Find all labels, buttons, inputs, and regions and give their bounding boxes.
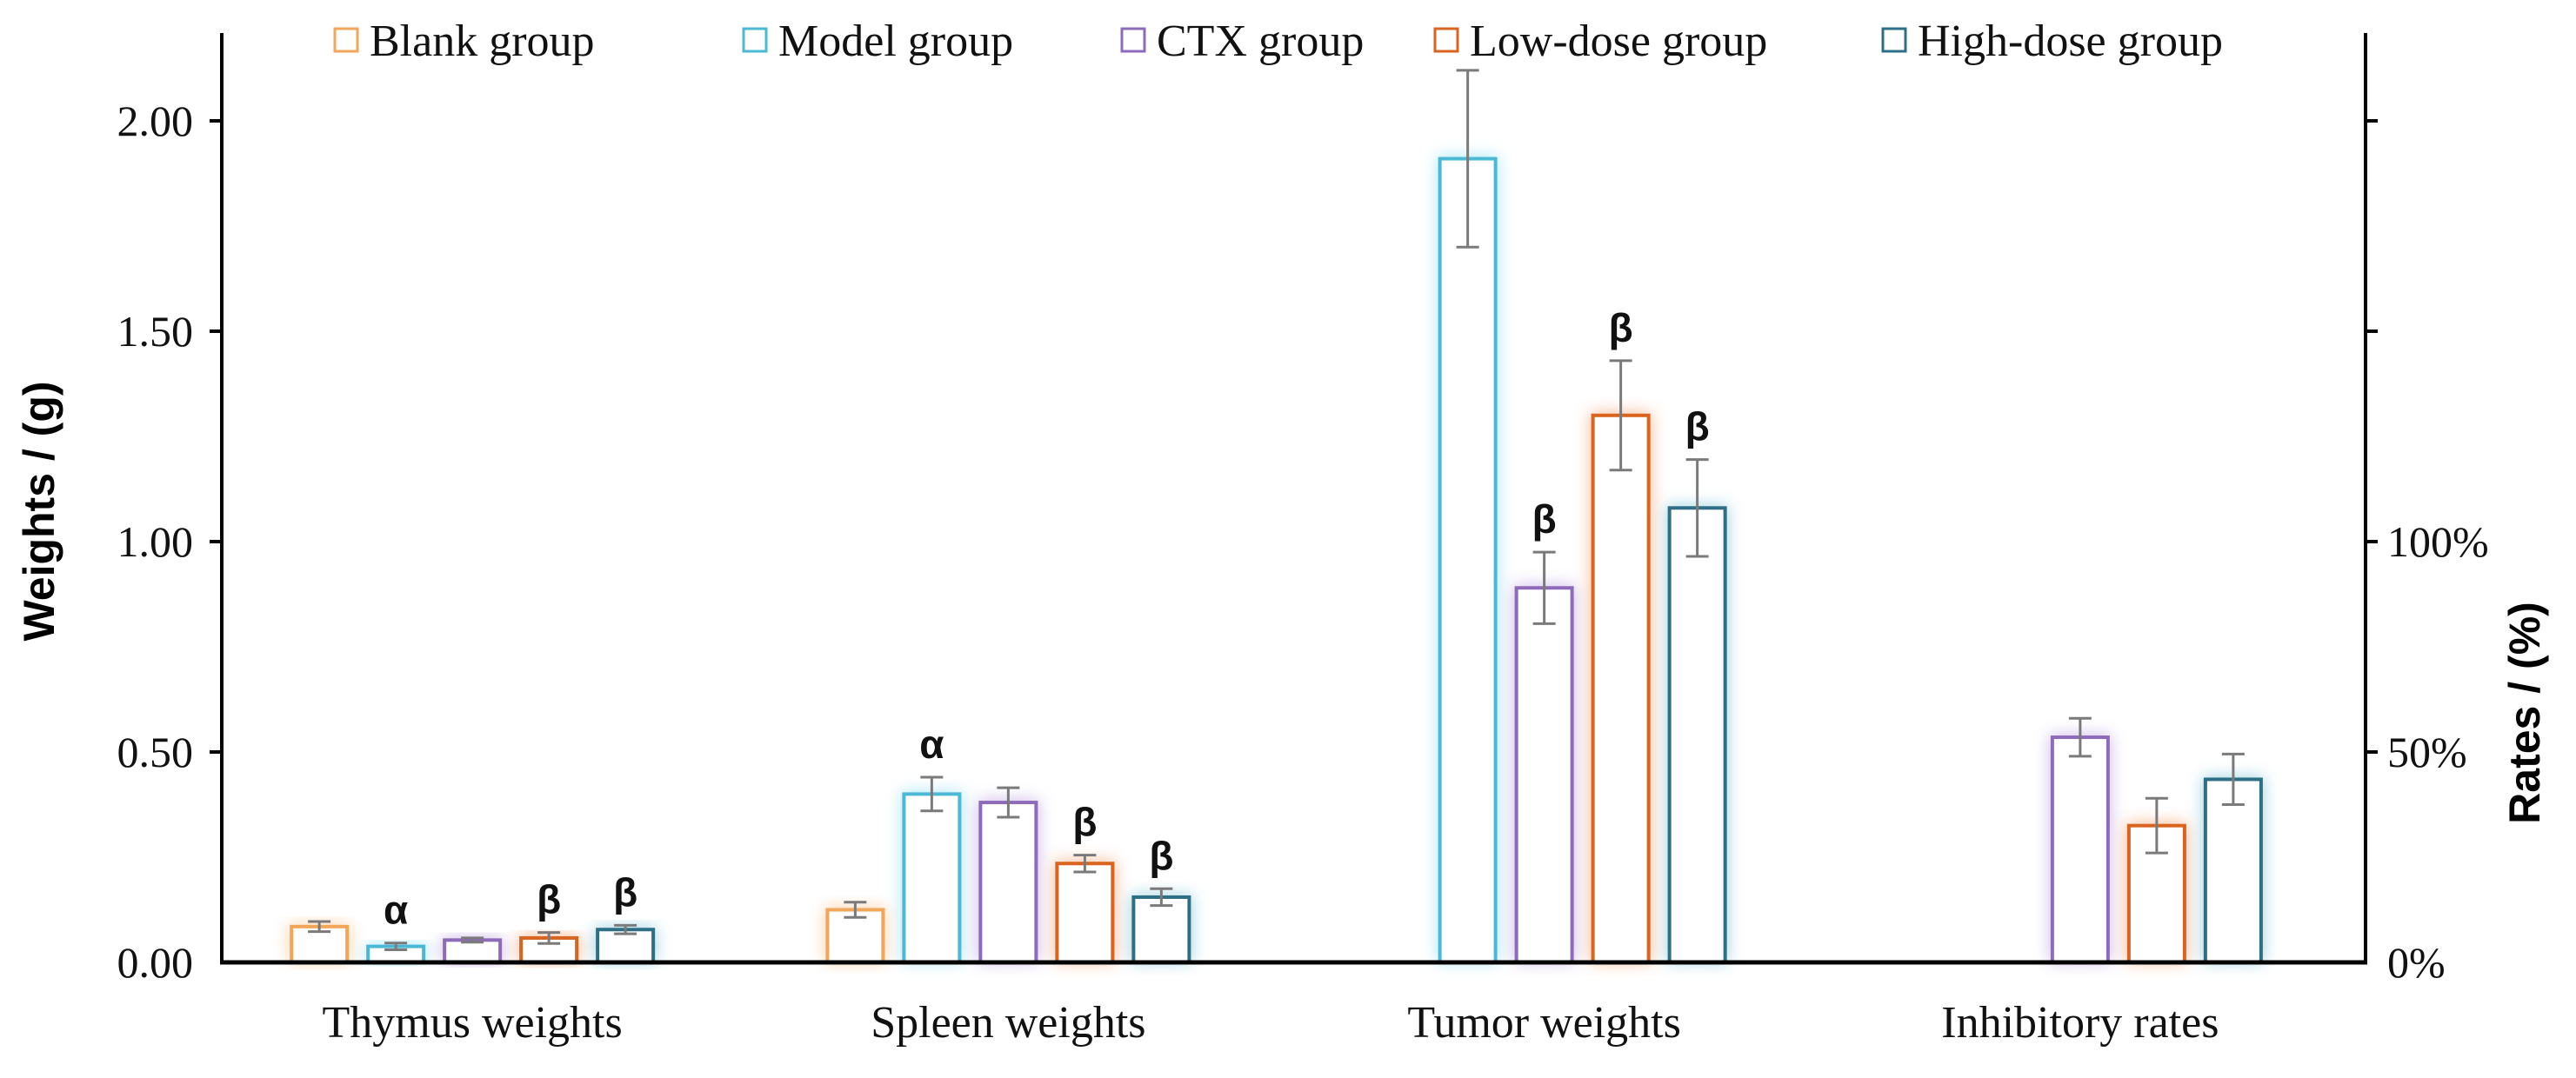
legend-label: High-dose group: [1918, 17, 2223, 66]
bar: [902, 792, 962, 965]
y2-tick-label: 0%: [2387, 938, 2446, 987]
y-tick-label: 1.00: [117, 517, 194, 566]
significance-marker: β: [1609, 305, 1633, 350]
y2-axis-title: Rates / (%): [2500, 602, 2549, 824]
tick-layer: 0.00 0.50 1.00 1.50 2.00 0% 50% 100% Thymus weig…: [117, 96, 2489, 1048]
legend-swatch: [333, 27, 359, 53]
significance-marker: β: [1685, 404, 1710, 449]
y-axis-title: Weights / (g): [15, 381, 63, 641]
bar-layer: [290, 156, 2263, 965]
y2-tick-label: 50%: [2387, 728, 2467, 776]
significance-marker: β: [613, 869, 637, 915]
significance-marker: α: [919, 722, 944, 767]
legend-label: Model group: [778, 17, 1013, 66]
bar: [1131, 895, 1191, 964]
significance-layer: α β β α β β β β β: [384, 305, 1710, 933]
legend-label: CTX group: [1157, 17, 1364, 66]
legend-swatch: [1120, 27, 1146, 53]
x-category-label: Tumor weights: [1407, 998, 1680, 1048]
x-category-label: Spleen weights: [871, 998, 1145, 1048]
axis-layer: [220, 33, 2367, 965]
legend-swatch: [742, 27, 768, 53]
significance-marker: β: [1072, 800, 1097, 845]
x-category-label: Inhibitory rates: [1941, 998, 2219, 1048]
bar: [1055, 862, 1115, 965]
x-category-label: Thymus weights: [323, 998, 623, 1048]
y2-tick-label: 100%: [2387, 517, 2489, 566]
bar: [2203, 777, 2263, 965]
significance-marker: β: [1149, 833, 1173, 878]
bar: [1438, 156, 1498, 964]
bar: [1667, 506, 1727, 964]
bar: [1514, 586, 1574, 964]
significance-marker: β: [537, 877, 561, 922]
legend-swatch: [1433, 27, 1459, 53]
significance-marker: β: [1532, 496, 1557, 542]
y-tick-label: 2.00: [117, 96, 194, 145]
bar: [978, 801, 1038, 965]
significance-marker: α: [384, 888, 408, 933]
y-tick-label: 0.50: [117, 728, 194, 776]
y-tick-label: 0.00: [117, 938, 194, 987]
bar-glow-layer: [289, 156, 2264, 962]
bar: [1591, 413, 1651, 964]
errorbar-layer: [308, 69, 2245, 951]
bar: [2050, 735, 2110, 964]
legend: Blank group Model group CTX group Low-dose …: [333, 17, 2223, 66]
legend-label: Blank group: [370, 17, 595, 66]
y-tick-label: 1.50: [117, 307, 194, 356]
legend-swatch: [1881, 27, 1907, 53]
legend-label: Low-dose group: [1470, 17, 1767, 66]
